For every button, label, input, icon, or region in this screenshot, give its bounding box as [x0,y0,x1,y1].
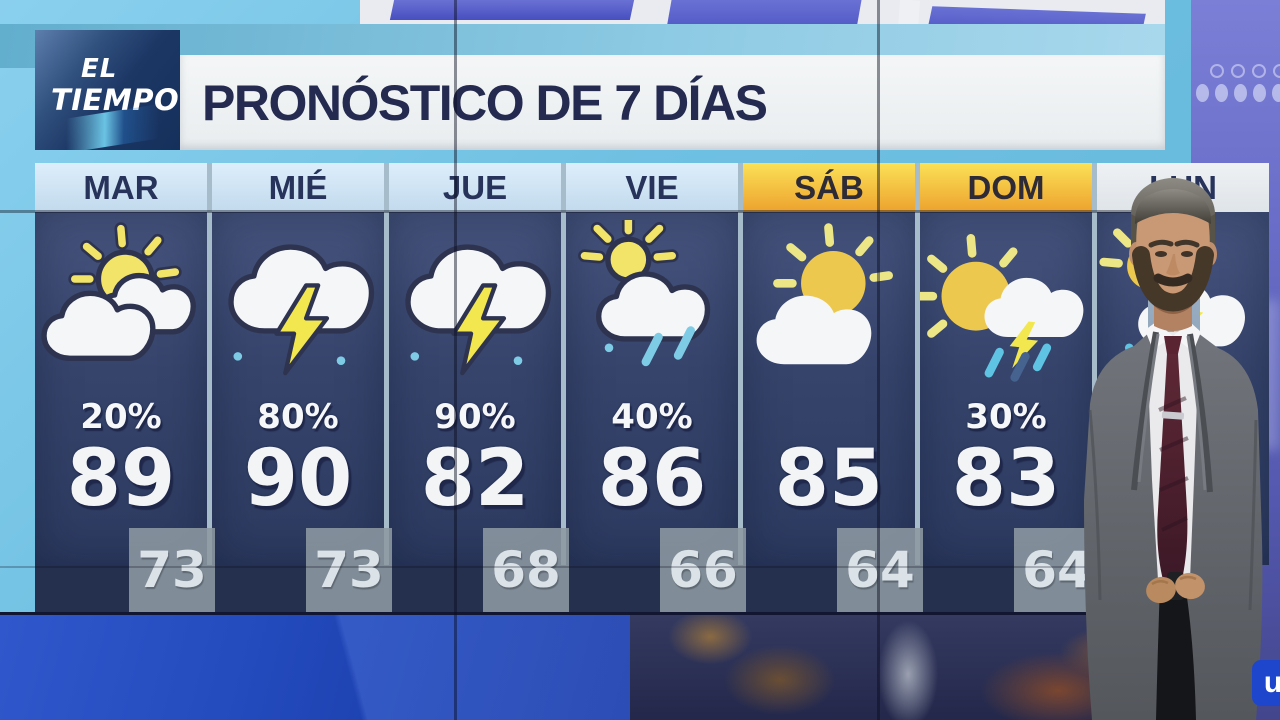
day-body: 30% 83 [913,212,1092,565]
high-temp: 86 [597,434,707,524]
watermark-letter: u [1263,666,1280,699]
day-header: MIÉ [212,163,384,212]
day-label: JUE [442,169,508,206]
studio-window-panel [389,0,635,20]
el-tiempo-logo: EL TIEMPO [35,30,180,150]
forecast-board: EL TIEMPO PRONÓSTICO DE 7 DÍAS MAR 20% 8… [35,30,1269,612]
day-label: SÁB [794,169,864,206]
day-header: JUE [389,163,561,212]
day-body: 80% 90 [212,212,384,565]
low-temp-box: 68 [483,528,569,612]
high-temp: 89 [66,434,176,524]
low-temp: 64 [1022,541,1092,599]
day-label: DOM [967,169,1045,206]
wall-dots [1196,84,1280,102]
weather-icon-sun-cloud-rain [566,209,738,396]
lower-band-traffic-scene [630,612,1165,720]
low-temp: 64 [845,541,915,599]
day-body: 85 [743,212,915,565]
videowall-seam [0,566,1165,568]
day-label: VIE [625,169,679,206]
videowall-seam [0,210,1165,213]
precip-chance: 30% [965,397,1047,437]
day-label: MIÉ [268,169,328,206]
day-label: MAR [83,169,159,206]
low-temp: 73 [137,541,207,599]
precip-chance: 20% [80,397,162,437]
low-temp: 68 [491,541,561,599]
logo-line1: EL [81,54,118,84]
day-column: JUE 90% 82 68 [389,163,569,612]
weather-presenter [1040,160,1280,720]
low-temp-box: 66 [660,528,746,612]
forecast-days-row: MAR 20% 89 73 MIÉ 80% 90 73 JUE 90% 82 [35,163,1269,612]
presenter-suit [1084,322,1263,720]
precip-chance: 90% [434,397,516,437]
low-temp: 66 [668,541,738,599]
day-header: SÁB [743,163,915,212]
logo-line2: TIEMPO [51,83,180,118]
day-header: VIE [566,163,738,212]
forecast-title-bar: PRONÓSTICO DE 7 DÍAS [180,55,1165,150]
weather-icon-thunderstorm [212,220,384,396]
high-temp: 82 [420,434,530,524]
presenter-hands [1146,572,1205,604]
weather-icon-sun-cloud-thunder-rain [913,220,1092,396]
day-column: SÁB 85 64 [743,163,923,612]
day-body: 20% 89 [35,212,207,565]
high-temp: 90 [243,434,353,524]
high-temp: 85 [774,434,884,524]
precip-chance: 40% [611,397,693,437]
weather-icon-thunderstorm [389,220,561,396]
day-column: DOM 30% 83 64 [913,163,1100,612]
day-column: MIÉ 80% 90 73 [212,163,392,612]
day-header: MAR [35,163,207,212]
weather-icon-sun-behind-clouds [35,220,207,396]
lows-strip [35,565,1165,612]
low-temp-box: 64 [837,528,923,612]
high-temp: 83 [951,434,1061,524]
wall-dots [1210,64,1280,78]
day-column: VIE 40% 86 66 [566,163,746,612]
videowall-seam [454,0,457,720]
lower-band-blue [0,612,630,720]
weather-icon-sun-and-cloud [743,220,915,396]
day-body: 40% 86 [566,209,738,565]
precip-chance: 80% [257,397,339,437]
day-header: DOM [920,163,1092,212]
forecast-title: PRONÓSTICO DE 7 DÍAS [202,74,768,131]
videowall-seam [877,0,880,720]
low-temp: 73 [314,541,384,599]
network-watermark: u [1252,660,1280,706]
day-column: MAR 20% 89 73 [35,163,215,612]
low-temp-box: 73 [129,528,215,612]
presenter-head [1129,178,1217,331]
low-temp-box: 73 [306,528,392,612]
day-body: 90% 82 [389,212,561,565]
